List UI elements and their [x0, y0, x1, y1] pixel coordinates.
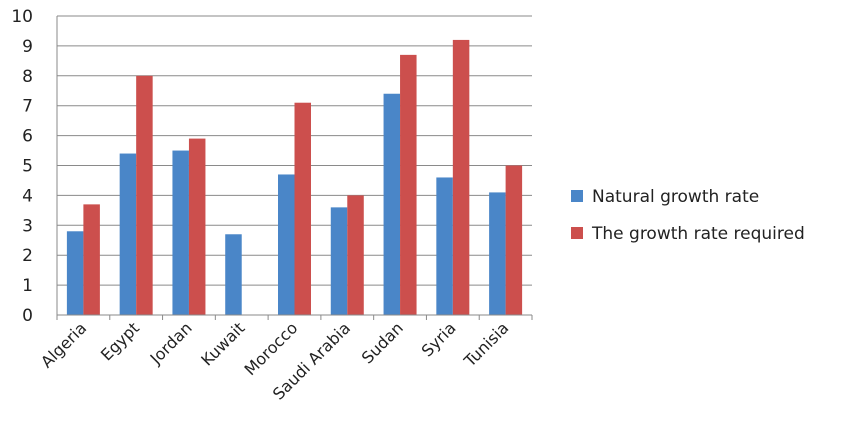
x-tick-label-syria: Syria	[418, 318, 460, 360]
y-tick-label-0: 0	[22, 306, 33, 326]
y-tick-label-2: 2	[22, 246, 33, 266]
bar-algeria-natural-growth-rate	[66, 231, 84, 315]
y-tick-label-5: 5	[22, 157, 33, 177]
y-tick-label-4: 4	[22, 186, 33, 206]
bar-egypt-the-growth-rate-required	[136, 75, 153, 315]
x-tick-label-algeria: Algeria	[37, 318, 90, 371]
bar-syria-natural-growth-rate	[436, 177, 453, 315]
x-tick-label-sudan: Sudan	[358, 318, 407, 367]
bar-sudan-natural-growth-rate	[383, 93, 401, 316]
y-tick-label-10: 10	[11, 7, 33, 27]
y-tick-labels: 0 1 2 3 4 5 6 7 8 9 10	[11, 7, 33, 326]
axes	[56, 16, 533, 320]
y-tick-label-6: 6	[22, 127, 33, 147]
bar-sudan-the-growth-rate-required	[400, 54, 417, 316]
bar-jordan-natural-growth-rate	[172, 150, 189, 315]
bar-egypt-natural-growth-rate	[119, 153, 137, 315]
legend-swatch-the-growth-rate-required	[571, 227, 583, 239]
x-tick-label-egypt: Egypt	[97, 318, 143, 364]
y-tick-label-7: 7	[22, 97, 33, 117]
legend-label-the-growth-rate-required: The growth rate required	[591, 224, 805, 244]
bar-syria-the-growth-rate-required	[452, 39, 470, 316]
bar-morocco-natural-growth-rate	[278, 174, 295, 315]
bar-tunisia-natural-growth-rate	[489, 192, 506, 315]
x-tick-label-jordan: Jordan	[146, 318, 196, 368]
bar-morocco-the-growth-rate-required	[294, 102, 311, 316]
y-tick-label-8: 8	[22, 67, 33, 87]
bar-jordan-the-growth-rate-required	[188, 138, 206, 315]
legend: Natural growth rate The growth rate requi…	[571, 187, 805, 244]
y-tick-label-9: 9	[22, 37, 33, 57]
x-tick-label-kuwait: Kuwait	[197, 318, 248, 369]
legend-swatch-natural-growth-rate	[571, 190, 583, 202]
bars	[66, 39, 523, 316]
y-tick-label-1: 1	[22, 276, 33, 296]
bar-tunisia-the-growth-rate-required	[505, 165, 523, 315]
bar-algeria-the-growth-rate-required	[83, 204, 100, 315]
bar-saudi-arabia-natural-growth-rate	[330, 207, 348, 315]
legend-label-natural-growth-rate: Natural growth rate	[592, 187, 759, 207]
bar-kuwait-natural-growth-rate	[225, 234, 242, 315]
x-tick-label-tunisia: Tunisia	[460, 318, 513, 371]
bar-saudi-arabia-the-growth-rate-required	[347, 195, 364, 315]
y-tick-label-3: 3	[22, 216, 33, 236]
